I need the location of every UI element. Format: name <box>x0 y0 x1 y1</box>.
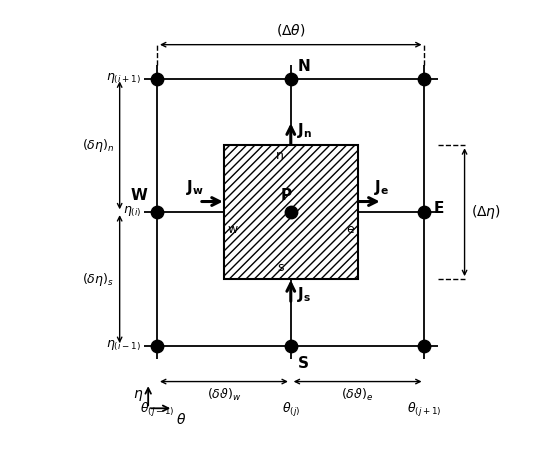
Text: $(\delta\vartheta)_e$: $(\delta\vartheta)_e$ <box>342 387 374 403</box>
Bar <box>224 145 358 279</box>
Text: s: s <box>277 261 284 274</box>
Text: $\theta_{(j+1)}$: $\theta_{(j+1)}$ <box>407 401 442 419</box>
Text: $\mathbf{J_n}$: $\mathbf{J_n}$ <box>297 121 313 140</box>
Text: $\mathbf{J_e}$: $\mathbf{J_e}$ <box>374 178 389 197</box>
Point <box>153 342 162 350</box>
Text: $\mathbf{W}$: $\mathbf{W}$ <box>130 187 148 203</box>
Text: $(\Delta\eta)$: $(\Delta\eta)$ <box>471 203 500 221</box>
Text: w: w <box>228 223 238 236</box>
Text: n: n <box>276 149 284 162</box>
Point <box>420 75 429 82</box>
Text: $(\delta\eta)_s$: $(\delta\eta)_s$ <box>83 271 114 287</box>
Text: $\mathbf{N}$: $\mathbf{N}$ <box>297 58 310 74</box>
Text: $\mathbf{P}$: $\mathbf{P}$ <box>280 187 293 203</box>
Text: $\mathbf{J_s}$: $\mathbf{J_s}$ <box>297 285 311 304</box>
Point <box>286 342 295 350</box>
Text: $\eta_{(i+1)}$: $\eta_{(i+1)}$ <box>106 71 141 86</box>
Text: $\eta$: $\eta$ <box>133 388 144 403</box>
Text: $\theta_{(j-1)}$: $\theta_{(j-1)}$ <box>140 401 175 419</box>
Point <box>153 208 162 216</box>
Text: $\mathbf{S}$: $\mathbf{S}$ <box>297 355 309 371</box>
Point <box>153 75 162 82</box>
Point <box>286 75 295 82</box>
Point <box>420 342 429 350</box>
Text: $\mathbf{E}$: $\mathbf{E}$ <box>433 200 445 216</box>
Text: $\eta_{(i-1)}$: $\eta_{(i-1)}$ <box>106 339 141 353</box>
Text: $\mathbf{J_w}$: $\mathbf{J_w}$ <box>186 178 205 197</box>
Text: $(\delta\eta)_n$: $(\delta\eta)_n$ <box>82 137 114 154</box>
Text: $\theta_{(j)}$: $\theta_{(j)}$ <box>282 401 300 419</box>
Text: e: e <box>346 223 354 236</box>
Point <box>420 208 429 216</box>
Text: $(\Delta\theta)$: $(\Delta\theta)$ <box>276 23 306 38</box>
Text: $(\delta\vartheta)_w$: $(\delta\vartheta)_w$ <box>207 387 241 403</box>
Point <box>286 208 295 216</box>
Text: $\eta_{(i)}$: $\eta_{(i)}$ <box>122 205 141 219</box>
Text: $\theta$: $\theta$ <box>176 412 186 427</box>
